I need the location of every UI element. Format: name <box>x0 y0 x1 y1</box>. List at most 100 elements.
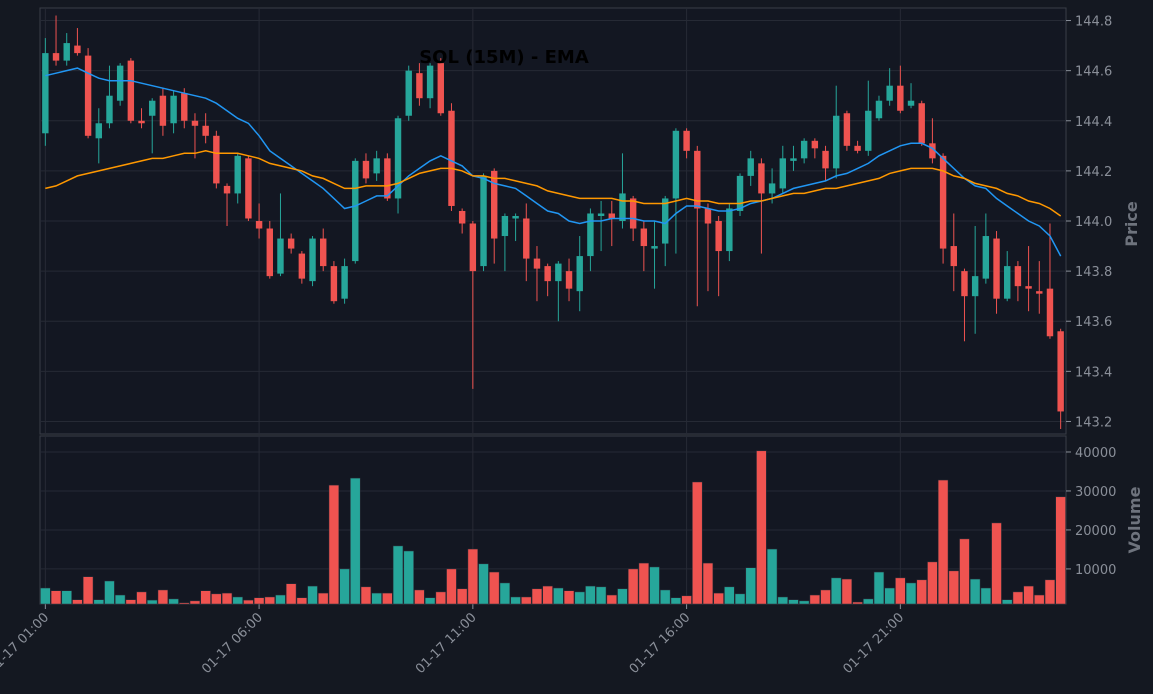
volume-bar <box>927 561 938 605</box>
y-tick-label: 143.8 <box>1075 265 1112 280</box>
candle-body <box>865 110 872 151</box>
candle-body <box>255 221 263 229</box>
candle-body <box>426 65 434 99</box>
volume-bar <box>350 477 361 605</box>
volume-bar <box>991 522 1002 605</box>
volume-bar <box>136 591 147 605</box>
volume-bar <box>627 568 639 605</box>
candle-body <box>42 53 49 134</box>
volume-bar <box>93 599 104 605</box>
candle-body <box>1025 286 1032 289</box>
candle-body <box>373 158 380 174</box>
volume-bar <box>200 590 211 605</box>
volume-bar <box>916 579 927 605</box>
volume-bar <box>756 450 767 605</box>
volume-panel <box>39 435 1067 605</box>
volume-bar <box>328 484 340 605</box>
candle-body <box>202 125 209 136</box>
candle-body <box>1014 266 1022 287</box>
volume-bar <box>1002 599 1013 605</box>
volume-bar <box>456 588 468 605</box>
volume-bar <box>863 598 874 605</box>
candle-body <box>63 43 70 61</box>
volume-bar <box>734 593 746 605</box>
volume-bar <box>831 577 842 605</box>
candle-body <box>779 158 786 189</box>
candle-body <box>982 236 990 279</box>
candle-body <box>95 123 102 139</box>
candle-body <box>149 100 156 116</box>
candle-body <box>939 155 947 249</box>
candle-body <box>747 158 754 176</box>
volume-bar <box>253 597 265 605</box>
volume-bar <box>275 594 286 605</box>
candle-body <box>501 215 509 237</box>
volume-bar <box>841 578 853 605</box>
volume-bar <box>478 563 489 605</box>
volume-bar <box>563 590 575 605</box>
volume-bar <box>296 597 308 605</box>
candle-body <box>405 70 412 116</box>
candle-body <box>886 85 893 101</box>
volume-bar <box>788 599 799 605</box>
volume-bar <box>40 587 51 605</box>
volume-bar <box>499 582 511 605</box>
y-tick-label: 144.0 <box>1075 215 1112 230</box>
candle-body <box>897 85 904 111</box>
volume-bar <box>702 562 714 605</box>
candle-body <box>458 210 466 224</box>
volume-bar <box>403 550 414 605</box>
y2-tick-label: 20000 <box>1075 524 1116 539</box>
volume-bar <box>638 562 650 605</box>
volume-bar <box>392 545 404 605</box>
volume-bar <box>382 592 393 605</box>
volume-bar <box>61 590 72 605</box>
candle-body <box>116 65 124 101</box>
candle-body <box>907 100 915 106</box>
volume-bar <box>424 597 436 605</box>
candle-body <box>790 158 797 161</box>
volume-bar <box>360 586 372 605</box>
y2-tick-label: 30000 <box>1075 485 1116 500</box>
candle-body <box>512 215 519 219</box>
volume-bar <box>884 587 895 605</box>
candle-body <box>736 175 744 211</box>
candle-body <box>715 221 722 252</box>
candle-body <box>961 271 968 297</box>
candle-body <box>138 120 145 124</box>
volume-bar <box>211 593 222 605</box>
candle-body <box>651 246 658 249</box>
volume-bar <box>147 599 158 605</box>
y2-axis-label: Volume <box>1125 486 1144 553</box>
volume-bar <box>585 585 596 605</box>
candle-body <box>159 95 167 126</box>
candle-body <box>833 115 840 169</box>
candle-body <box>491 170 498 239</box>
candle-body <box>469 223 477 272</box>
volume-bar <box>905 582 917 605</box>
candle-body <box>309 238 316 282</box>
candle-body <box>768 183 776 194</box>
volume-bar <box>50 590 62 605</box>
volume-bar <box>670 597 682 605</box>
volume-bar <box>521 596 532 605</box>
candle-body <box>704 208 712 224</box>
candle-body <box>683 130 690 151</box>
candle-body <box>437 63 444 114</box>
volume-bar <box>969 578 981 605</box>
candle-body <box>330 266 338 302</box>
volume-bar <box>617 588 628 605</box>
volume-bar <box>82 576 94 605</box>
candle-body <box>245 158 252 219</box>
volume-bar <box>574 591 585 605</box>
volume-bar <box>243 599 254 605</box>
y-tick-label: 143.4 <box>1075 365 1112 380</box>
volume-bar <box>467 548 479 605</box>
candle-body <box>672 130 680 199</box>
volume-bar <box>1023 585 1034 605</box>
volume-bar <box>777 596 788 605</box>
y-tick-label: 144.8 <box>1075 15 1112 30</box>
candle-body <box>811 140 819 149</box>
candle-body <box>1046 288 1054 337</box>
